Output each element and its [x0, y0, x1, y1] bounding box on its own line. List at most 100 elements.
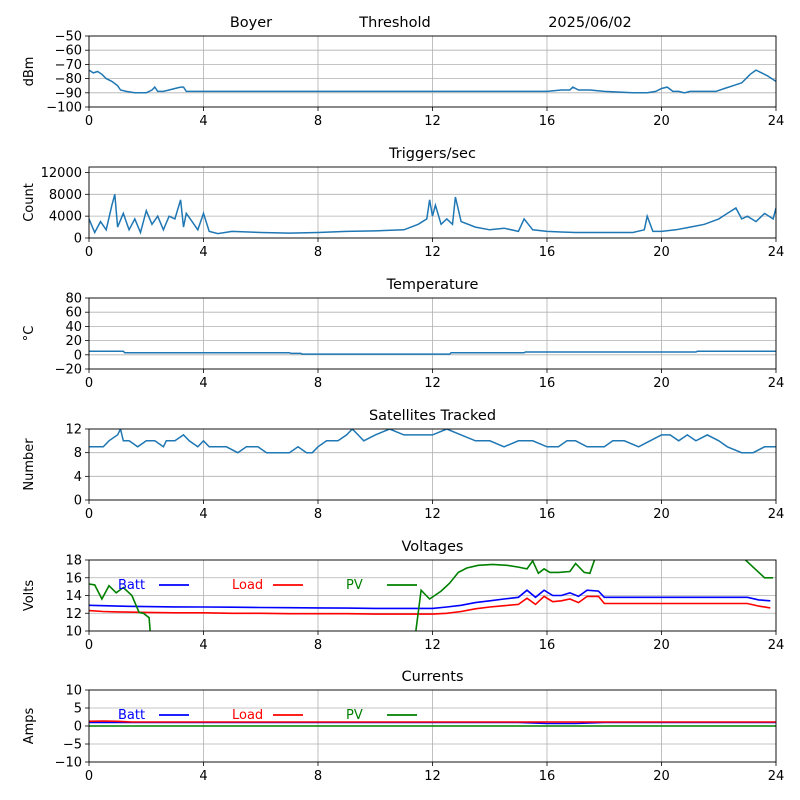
series-line-1 [89, 69, 776, 94]
y-tick-label: 0 [74, 494, 82, 509]
chart-title: Currents [401, 669, 463, 685]
y-tick-label: −70 [55, 58, 82, 73]
x-tick-label: 24 [768, 769, 785, 784]
x-tick-label: 16 [539, 638, 556, 653]
x-tick-label: 4 [199, 638, 207, 653]
y-tick-label: 12 [65, 423, 82, 438]
series-line-batt [89, 589, 771, 610]
y-tick-label: 0 [74, 720, 82, 735]
x-tick-label: 16 [539, 114, 556, 129]
x-tick-label: 8 [314, 638, 322, 653]
x-tick-label: 16 [539, 507, 556, 522]
report-date: 2025/06/02 [548, 15, 632, 31]
y-tick-label: 4000 [49, 210, 82, 225]
series-line-load [89, 720, 776, 723]
x-tick-label: 8 [314, 376, 322, 391]
y-tick-label: 0 [74, 348, 82, 363]
y-tick-label: 16 [65, 571, 82, 586]
y-tick-label: 10 [65, 625, 82, 640]
x-tick-label: 24 [768, 507, 785, 522]
y-tick-label: 14 [65, 589, 82, 604]
series-line-pv [89, 560, 774, 631]
chart-title: Satellites Tracked [369, 408, 496, 424]
x-tick-label: 0 [85, 376, 93, 391]
x-tick-label: 4 [199, 376, 207, 391]
trigger-mode: Threshold [358, 15, 430, 31]
chart-panel-2: 0 4 8 12 16 20 24 0 4000 8000 12000 Triggers/sec Cou… [22, 146, 784, 260]
x-tick-label: 8 [314, 245, 322, 260]
x-tick-label: 20 [653, 638, 670, 653]
x-tick-label: 0 [85, 245, 93, 260]
x-tick-label: 20 [653, 507, 670, 522]
y-tick-label: −5 [63, 738, 82, 753]
x-tick-label: 12 [424, 769, 441, 784]
x-tick-label: 24 [768, 114, 785, 129]
chart-title: Voltages [402, 539, 464, 555]
x-tick-label: 24 [768, 376, 785, 391]
chart-panel-5: 0 4 8 12 16 20 24 10 12 14 16 18 Voltages Volts Batt Lo… [22, 539, 784, 653]
x-tick-label: 0 [85, 507, 93, 522]
x-tick-label: 0 [85, 638, 93, 653]
x-tick-label: 12 [424, 114, 441, 129]
y-tick-label: 20 [65, 334, 82, 349]
y-tick-label: −10 [55, 756, 82, 771]
chart-panel-4: 0 4 8 12 16 20 24 0 4 8 12 Satellites Tracked Number [22, 408, 784, 522]
legend-label-load: Load [232, 708, 263, 723]
x-tick-label: 0 [85, 769, 93, 784]
chart-panel-6: 0 4 8 12 16 20 24 −10 −5 0 5 10 Currents Amps Batt Load… [22, 669, 784, 784]
legend-label-pv: PV [346, 708, 363, 723]
y-axis-label: dBm [22, 57, 37, 87]
x-tick-label: 4 [199, 245, 207, 260]
y-tick-label: 80 [65, 292, 82, 307]
y-tick-label: −100 [46, 101, 82, 116]
x-tick-label: 0 [85, 114, 93, 129]
x-tick-label: 4 [199, 114, 207, 129]
x-tick-label: 16 [539, 769, 556, 784]
series-line-1 [89, 194, 776, 235]
y-tick-label: 10 [65, 684, 82, 699]
x-tick-label: 8 [314, 769, 322, 784]
legend-label-load: Load [232, 578, 263, 593]
x-tick-label: 20 [653, 245, 670, 260]
x-tick-label: 4 [199, 769, 207, 784]
legend-label-pv: PV [346, 578, 363, 593]
x-tick-label: 8 [314, 507, 322, 522]
x-tick-label: 16 [539, 245, 556, 260]
x-tick-label: 8 [314, 114, 322, 129]
y-tick-label: −90 [55, 86, 82, 101]
x-tick-label: 20 [653, 769, 670, 784]
y-tick-label: 5 [74, 702, 82, 717]
y-tick-label: 4 [74, 470, 82, 485]
x-tick-label: 20 [653, 114, 670, 129]
y-tick-label: 8000 [49, 188, 82, 203]
x-tick-label: 12 [424, 245, 441, 260]
series-line-1 [89, 350, 776, 355]
y-axis-label: Amps [22, 707, 37, 744]
x-tick-label: 20 [653, 376, 670, 391]
x-tick-label: 24 [768, 638, 785, 653]
y-tick-label: −50 [55, 30, 82, 45]
legend-label-batt: Batt [118, 578, 145, 593]
x-tick-label: 4 [199, 507, 207, 522]
y-tick-label: 12000 [41, 166, 82, 181]
chart-title: Temperature [386, 277, 479, 293]
y-tick-label: −20 [55, 363, 82, 378]
y-tick-label: −80 [55, 72, 82, 87]
y-tick-label: 40 [65, 320, 82, 335]
y-axis-label: Count [22, 183, 37, 222]
x-tick-label: 12 [424, 638, 441, 653]
series-line-1 [89, 429, 776, 454]
y-axis-label: Number [22, 438, 37, 491]
y-tick-label: 8 [74, 446, 82, 461]
series-line-load [89, 595, 771, 615]
x-tick-label: 24 [768, 245, 785, 260]
y-tick-label: 18 [65, 554, 82, 569]
y-axis-label: Volts [22, 580, 37, 612]
y-tick-label: 60 [65, 306, 82, 321]
y-axis-label: °C [22, 326, 37, 342]
station-name: Boyer [230, 15, 272, 31]
y-tick-label: 12 [65, 607, 82, 622]
